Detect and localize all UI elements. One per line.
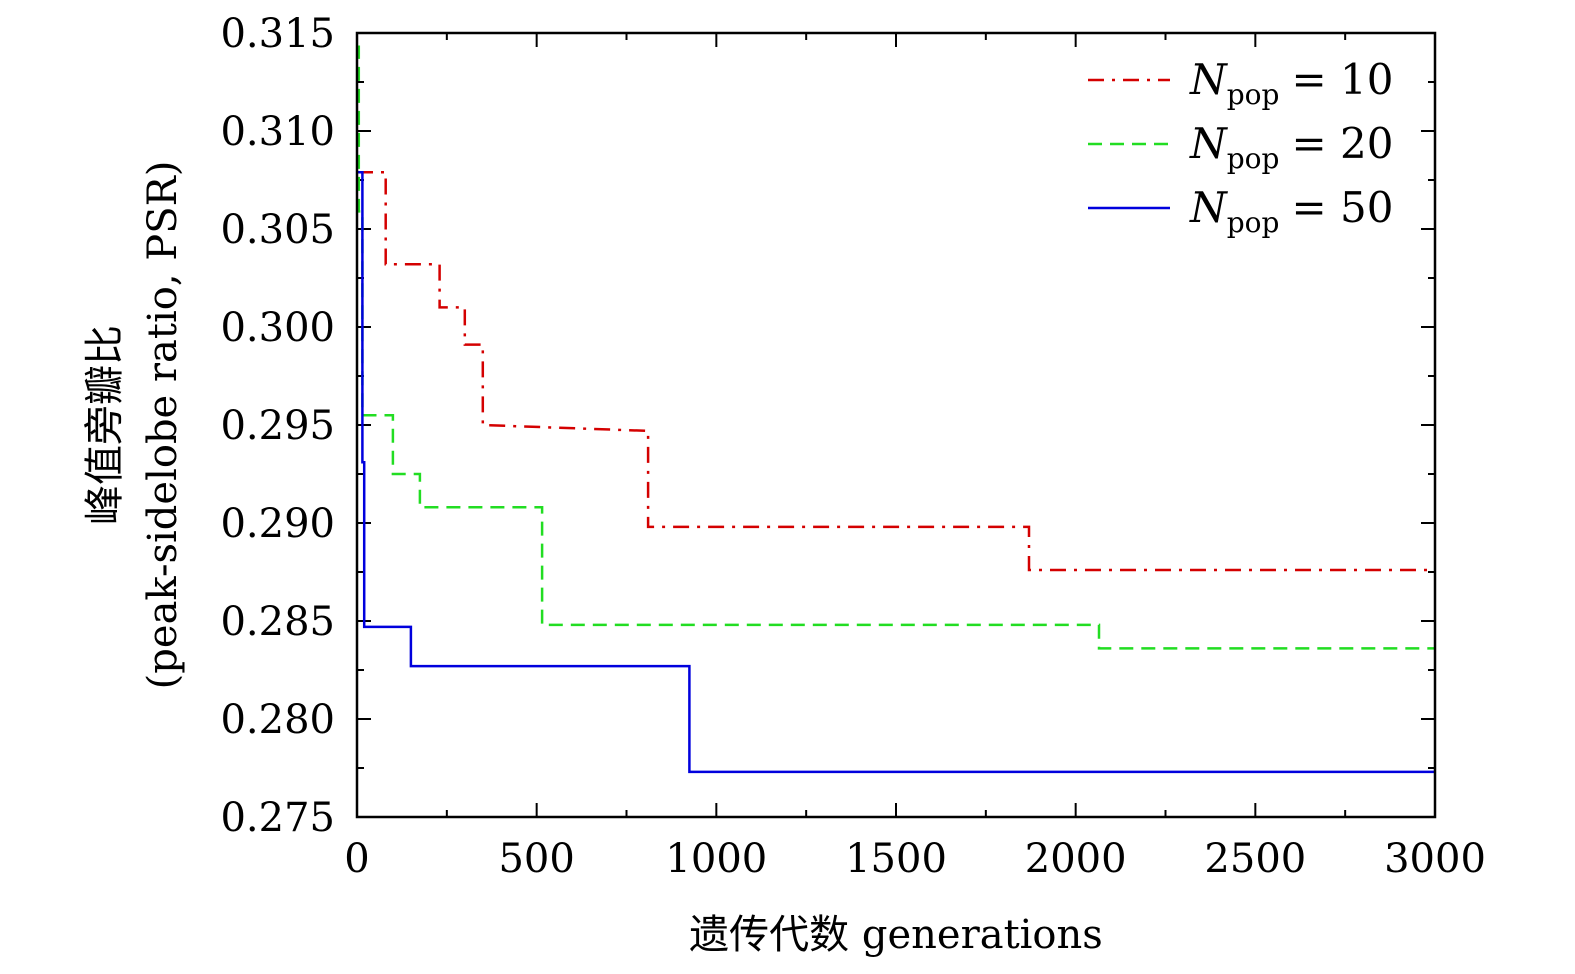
series-line-npop-10	[357, 170, 1435, 572]
x-tick-label: 3000	[1384, 836, 1486, 882]
y-tick-label: 0.275	[220, 795, 335, 841]
y-axis-label: 峰值旁瓣比 (peak-sidelobe ratio, PSR)	[82, 161, 186, 690]
y-tick-label: 0.300	[220, 305, 335, 351]
x-tick-label: 0	[344, 836, 369, 882]
y-tick-label: 0.295	[220, 403, 335, 449]
series-line-npop-20	[357, 45, 1435, 650]
y-tick-label: 0.305	[220, 207, 335, 253]
series-lines	[357, 45, 1435, 774]
x-tick-label: 500	[498, 836, 574, 882]
x-tick-label: 2500	[1204, 836, 1306, 882]
y-tick-label: 0.310	[220, 109, 335, 155]
x-tick-label: 1000	[665, 836, 767, 882]
x-axis-label: 遗传代数 generations	[689, 912, 1103, 958]
x-tick-label: 2000	[1025, 836, 1127, 882]
legend-entry-label: Npop = 10	[1189, 55, 1393, 111]
series-line-npop-50	[357, 170, 1435, 774]
x-tick-label: 1500	[845, 836, 947, 882]
y-axis-label-line2: (peak-sidelobe ratio, PSR)	[140, 161, 186, 690]
y-tick-label: 0.315	[220, 11, 335, 57]
y-tick-labels: 0.275 0.280 0.285 0.290 0.295 0.300 0.305 0.310…	[220, 11, 335, 841]
plot-frame	[355, 31, 1437, 819]
legend-entry-label: Npop = 20	[1189, 119, 1393, 175]
x-tick-labels: 0 500 1000 1500 2000 2500 3000	[344, 836, 1486, 882]
y-tick-label: 0.290	[220, 501, 335, 547]
y-tick-label: 0.280	[220, 697, 335, 743]
y-axis-label-line1: 峰值旁瓣比	[82, 325, 128, 525]
legend: Npop = 10 Npop = 20 Npop = 50	[1088, 55, 1393, 239]
y-tick-label: 0.285	[220, 599, 335, 645]
legend-entry-label: Npop = 50	[1189, 183, 1393, 239]
